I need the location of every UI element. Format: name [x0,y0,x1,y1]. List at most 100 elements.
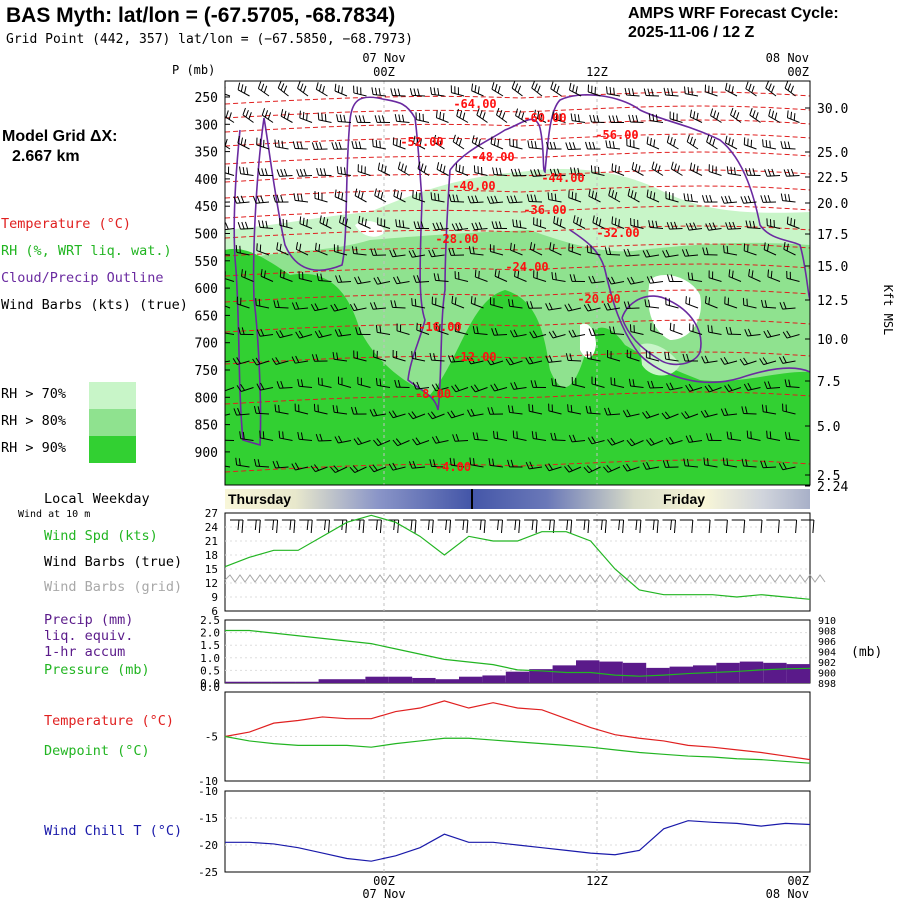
wind-barb-feather [626,463,632,471]
wind-barb-feather [398,219,401,228]
temp-ytick: -5 [205,731,218,744]
wind-barb-feather [704,295,707,304]
wind-barb-feather [749,220,752,228]
wind-barb-feather [517,270,520,278]
top-date-1: 07 Nov [362,51,405,65]
wind-barb-feather [239,431,242,439]
wind-barb-feather [681,412,687,419]
forecast-cycle-value: 2025-11-06 / 12 Z [628,24,755,41]
isotherm-line [225,319,810,333]
wind-barb-feather [533,243,536,252]
wind-barb-feather [703,457,706,465]
wind-barb-feather [784,193,787,202]
rh-legend-70: RH > 70% [1,386,67,402]
wind-barb-feather [267,112,272,120]
wind-barb-staff [747,334,761,337]
sfc-barb-feather [462,519,465,531]
wind-barb-staff [474,172,488,176]
wind-barb-feather [256,383,261,391]
wind-barb-feather [744,195,748,204]
wind-barb-staff [686,141,699,150]
wind-barb-feather [310,465,316,472]
wind-barb-feather [493,383,499,391]
wind-barb-feather [515,108,519,116]
wind-barb-feather [238,458,241,466]
wind-barb-feather [669,137,673,145]
wind-barb-staff [548,360,562,363]
wind-barb-feather [529,331,534,339]
wind-barb-feather [257,81,262,89]
wind-barb-feather [357,190,361,198]
main-wind-barbs [221,81,800,474]
wind-barb-feather [752,168,756,176]
wind-barb-feather [303,168,307,176]
wind-barb-staff [255,412,270,415]
wind-barb-feather [400,163,404,171]
wind-barb-feather [257,406,261,414]
windchill-legend: Wind Chill T (°C) [44,823,183,839]
wind-barb-staff [611,281,625,285]
wind-barb-staff [708,171,722,176]
wind-barb-feather [631,114,635,123]
wind-barb-staff [728,276,742,282]
wind-barb-staff [705,91,718,97]
wind-barb-feather [318,244,321,252]
wind-barb-feather [666,222,670,230]
wind-barb-feather [433,273,437,281]
wind-barb-feather [479,110,483,118]
wind-barb-feather [442,113,445,121]
wind-barb-feather [614,164,617,173]
wind-barb-feather [375,378,378,386]
wind-barb-feather [374,87,378,96]
wind-barb-feather [392,249,397,257]
wind-barb-feather [752,220,756,229]
wind-barb-feather [769,140,771,148]
isotherm-label: -28.00 [435,232,478,246]
sfc-barb-feather [375,519,378,531]
wind-barb-feather [510,459,514,468]
wind-barb-feather [314,303,319,311]
wind-barb-feather [733,167,736,175]
wind-barb-feather [784,431,788,440]
wind-barb-feather [237,222,241,230]
wind-barb-staff [412,413,426,420]
wind-barb-feather [221,297,222,304]
wind-barb-feather [627,188,631,196]
wind-barb-staff [318,279,332,282]
wind-barb-feather [673,138,676,147]
wind-ytick: 18 [205,549,218,562]
wind-barb-feather [357,276,362,284]
windchill-ytick: -15 [198,812,218,825]
precip-bar [739,661,764,683]
wind-barb-feather [684,411,690,418]
wind-barb-staff [782,360,796,364]
p-tick-label: 250 [195,91,218,106]
precip-bar [529,669,553,683]
wind-barb-staff [474,332,488,335]
wind-barb-feather [725,135,728,144]
sfc-barb-grid-path [224,574,826,583]
wind-barb-feather [379,378,382,386]
wind-barb-staff [611,384,625,388]
sfc-barb-feather [583,519,586,531]
wind-barb-feather [491,82,495,90]
wind-barb-feather [341,192,344,200]
wind-barb-staff [689,279,703,282]
wind-barb-feather [527,140,530,148]
sfc-barb-true [766,519,780,534]
wind-barb-feather [627,301,631,309]
wind-barb-feather [276,242,279,250]
wind-barb-feather [647,88,651,96]
wind-barb-feather [706,134,710,143]
wind-barb-feather [603,466,609,473]
wind-barb-feather [296,169,300,177]
wind-barb-feather [648,113,651,121]
wind-barb-feather [411,298,413,306]
wind-barb-feather [469,457,472,465]
wind-barb-feather [474,84,477,93]
wind-barb-staff [353,357,367,362]
wind-barb-feather [491,328,495,336]
wind-barb-feather [553,141,557,150]
wind-barb-staff [705,302,718,309]
wind-barb-feather [467,409,472,417]
